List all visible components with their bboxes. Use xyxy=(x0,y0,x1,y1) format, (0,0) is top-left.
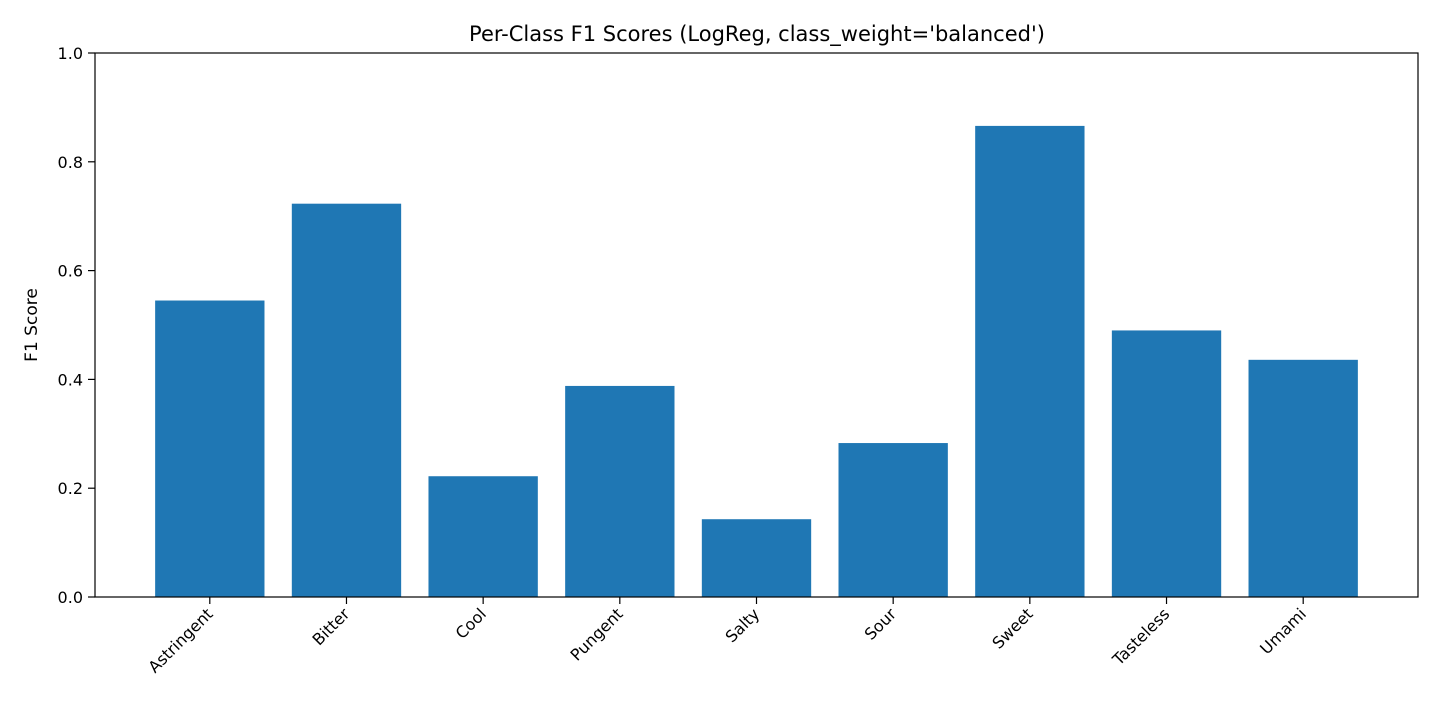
bar-sweet xyxy=(975,125,1085,598)
y-tick-label: 0.2 xyxy=(58,479,83,498)
y-tick-label: 0.0 xyxy=(58,588,83,607)
y-tick-label: 0.4 xyxy=(58,370,83,389)
y-axis-ticks: 0.0 0.2 0.4 0.6 0.8 1.0 xyxy=(58,44,95,607)
bar-pungent xyxy=(565,385,675,597)
y-tick-label: 0.6 xyxy=(58,262,83,281)
bars-group xyxy=(155,125,1358,598)
bar-sour xyxy=(838,443,948,597)
bar-astringent xyxy=(155,300,265,597)
chart-title: Per-Class F1 Scores (LogReg, class_weigh… xyxy=(469,22,1045,47)
y-tick-label: 0.8 xyxy=(58,153,83,172)
y-tick-label: 1.0 xyxy=(58,44,83,63)
bar-umami xyxy=(1248,359,1358,597)
plot-frame xyxy=(94,52,1419,598)
bar-tasteless xyxy=(1111,330,1222,597)
bar-cool xyxy=(428,476,538,597)
y-axis-label: F1 Score xyxy=(22,288,42,362)
bar-bitter xyxy=(291,203,402,597)
bar-salty xyxy=(701,519,812,597)
